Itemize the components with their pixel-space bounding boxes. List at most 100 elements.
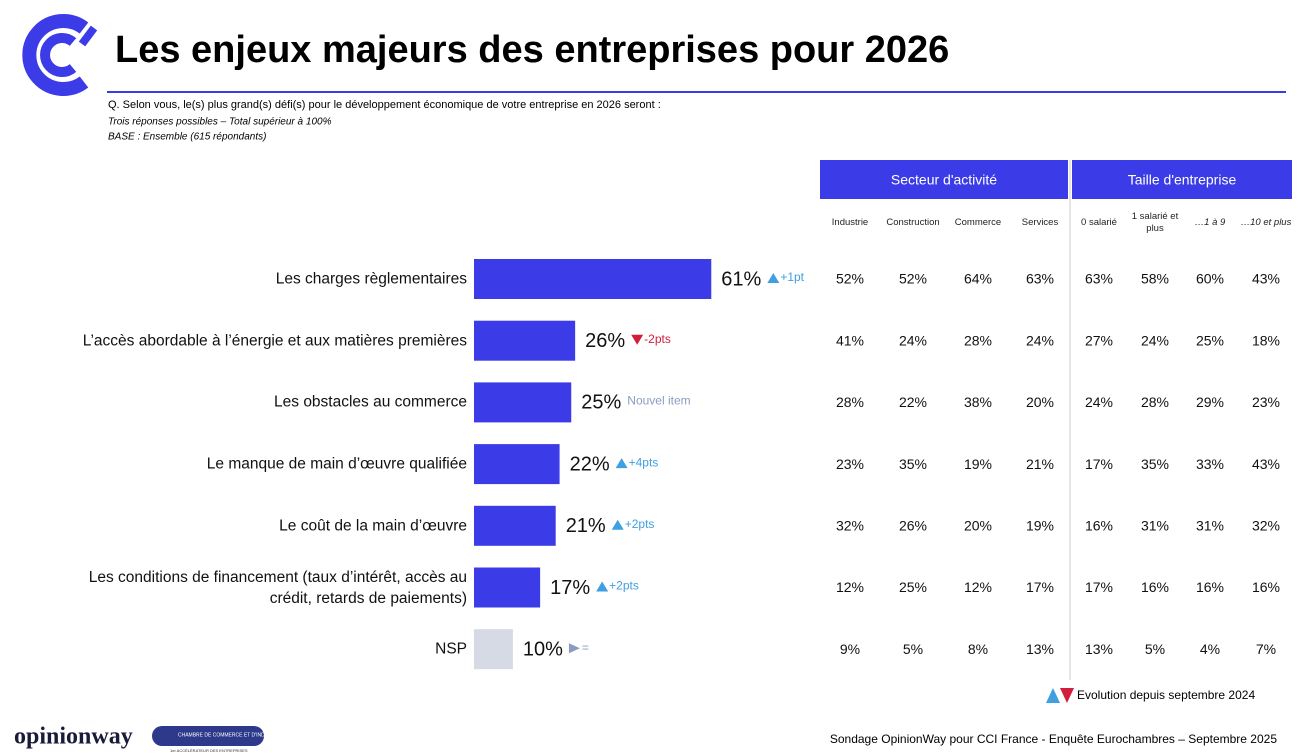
evolution-label: =: [582, 640, 589, 654]
table-cell: 31%: [1141, 518, 1169, 534]
table-cell: 23%: [1252, 394, 1280, 410]
table-cell: 43%: [1252, 456, 1280, 472]
note: BASE : Ensemble (615 répondants): [108, 132, 266, 143]
table-cell: 19%: [1026, 518, 1054, 534]
evolution-arrow: [615, 458, 628, 469]
bar: [474, 629, 513, 670]
table-cell: 16%: [1252, 579, 1280, 595]
table-cell: 8%: [968, 641, 988, 657]
column-header: Construction: [886, 217, 940, 228]
legend-label: Evolution depuis septembre 2024: [1077, 688, 1255, 702]
table-cell: 28%: [836, 394, 864, 410]
table-cell: 52%: [836, 271, 864, 287]
table-cell: 63%: [1026, 271, 1054, 287]
table-cell: 20%: [1026, 394, 1054, 410]
partner-tagline: 1er ACCÉLÉRATEUR DES ENTREPRISES: [170, 748, 248, 753]
title: Les enjeux majeurs des entreprises pour …: [115, 29, 949, 71]
bar: [474, 382, 572, 423]
table-cell: 41%: [836, 332, 864, 348]
evolution-arrow: [596, 581, 609, 592]
value-label: 26%: [585, 330, 625, 352]
category-label: Le manque de main d’œuvre qualifiée: [206, 455, 467, 473]
table-cell: 23%: [836, 456, 864, 472]
evolution-arrow: [568, 643, 580, 654]
value-label: 17%: [550, 577, 590, 599]
column-header: Industrie: [831, 217, 869, 228]
question: Q. Selon vous, le(s) plus grand(s) défi(…: [108, 99, 661, 111]
cci-logo: [22, 14, 98, 96]
table-cell: 35%: [1141, 456, 1169, 472]
source: Sondage OpinionWay pour CCI France - Enq…: [830, 732, 1277, 746]
table-cell: 43%: [1252, 271, 1280, 287]
table-cell: 32%: [1252, 518, 1280, 534]
table-cell: 26%: [899, 518, 927, 534]
evolution-label: +4pts: [629, 455, 659, 469]
table-cell: 25%: [1196, 332, 1224, 348]
category-label: Les conditions de financement (taux d’in…: [88, 568, 467, 607]
bar: [474, 320, 576, 361]
column-header: 1 salarié et plus: [1131, 211, 1179, 234]
table-cell: 17%: [1026, 579, 1054, 595]
table-cell: 28%: [964, 332, 992, 348]
table-cell: 17%: [1085, 579, 1113, 595]
table-cell: 58%: [1141, 271, 1169, 287]
category-label: NSP: [435, 640, 467, 658]
table-cell: 33%: [1196, 456, 1224, 472]
table-cell: 16%: [1085, 518, 1113, 534]
column-header: Commerce: [954, 217, 1002, 228]
table-cell: 19%: [964, 456, 992, 472]
evolution-arrow: [631, 334, 644, 345]
table-cell: 38%: [964, 394, 992, 410]
evolution-label: +2pts: [609, 579, 639, 593]
category-label: Les obstacles au commerce: [274, 393, 467, 411]
table-cell: 22%: [899, 394, 927, 410]
evolution-label: -2pts: [644, 332, 671, 346]
table-cell: 13%: [1085, 641, 1113, 657]
bar: [474, 259, 712, 299]
evolution-label: +2pts: [625, 517, 655, 531]
table-cell: 18%: [1252, 332, 1280, 348]
evolution-arrow: [611, 519, 624, 530]
table-cell: 52%: [899, 271, 927, 287]
column-header: Services: [1021, 217, 1059, 228]
partner-logo: CHAMBRE DE COMMERCE ET D'INDUSTRIE: [178, 732, 284, 738]
table-cell: 17%: [1085, 456, 1113, 472]
value-label: 61%: [721, 268, 761, 290]
legend-icon: [1046, 688, 1074, 703]
group-label: Taille d'entreprise: [1128, 172, 1237, 188]
table-cell: 24%: [1141, 332, 1169, 348]
category-label: Le coût de la main d’œuvre: [279, 517, 467, 535]
evolution-label: +1pt: [780, 270, 804, 284]
value-label: 22%: [570, 453, 610, 475]
table-cell: 13%: [1026, 641, 1054, 657]
group-header: [820, 160, 1068, 199]
evolution-arrow: [767, 273, 780, 283]
column-header: 0 salarié: [1081, 217, 1117, 228]
value-label: 21%: [566, 515, 606, 537]
table-cell: 7%: [1256, 641, 1276, 657]
column-header: …1 à 9: [1194, 217, 1226, 228]
table-cell: 32%: [836, 518, 864, 534]
column-header: …10 et plus: [1240, 217, 1292, 228]
bar: [474, 567, 541, 608]
table-cell: 24%: [899, 332, 927, 348]
table-cell: 5%: [1145, 641, 1165, 657]
table-cell: 20%: [964, 518, 992, 534]
group-label: Secteur d'activité: [891, 172, 997, 188]
table-cell: 28%: [1141, 394, 1169, 410]
bar: [474, 505, 556, 546]
table-cell: 12%: [836, 579, 864, 595]
table-cell: 12%: [964, 579, 992, 595]
table-cell: 16%: [1196, 579, 1224, 595]
table-cell: 63%: [1085, 271, 1113, 287]
table-cell: 24%: [1026, 332, 1054, 348]
category-label: L’accès abordable à l’énergie et aux mat…: [82, 332, 467, 350]
category-label: Les charges règlementaires: [275, 270, 467, 288]
table-cell: 9%: [840, 641, 860, 657]
table-cell: 5%: [903, 641, 923, 657]
group-header: [1072, 160, 1292, 199]
evolution-label: Nouvel item: [627, 394, 690, 408]
value-label: 10%: [523, 638, 563, 660]
